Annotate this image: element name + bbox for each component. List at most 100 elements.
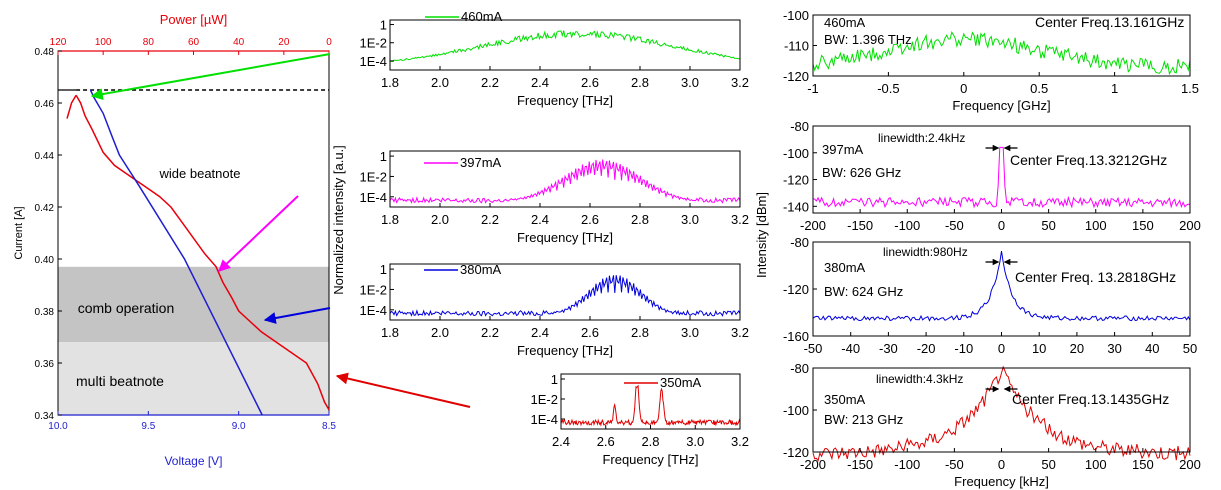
y-tick-label: 0.40: [35, 255, 55, 266]
arrow-magenta: [218, 195, 299, 272]
x-tick-label: 200: [1179, 218, 1201, 233]
panel-spec_350: 1 1E-2 1E-4 2.4 2.6 2.8 3.0 3.2 Frequency [THz] 3…: [531, 372, 750, 467]
beatnote-trace: [812, 146, 1191, 209]
spectrum-trace: [389, 275, 741, 317]
beatnote-y-axis-label: Intensity [dBm]: [754, 192, 769, 278]
x-tick-label: 20: [1070, 341, 1084, 356]
spectrum-frame: [389, 263, 741, 321]
legend-label: 460mA: [461, 9, 503, 24]
x-tick-label: 50: [1041, 457, 1055, 472]
x-tick-label: -0.5: [877, 81, 899, 96]
bandwidth-label: BW: 213 GHz: [824, 412, 903, 427]
voltage-tick-label: 9.0: [232, 421, 246, 432]
current-label: 460mA: [824, 15, 866, 30]
spectrum-trace: [389, 159, 741, 204]
x-tick-label: 50: [1183, 341, 1197, 356]
x-tick-label: 3.2: [731, 325, 749, 340]
x-tick-label: 2.6: [597, 434, 615, 449]
y-tick-label: -80: [790, 119, 809, 134]
y-tick-label: 0.34: [35, 411, 55, 422]
voltage-axis-label: Voltage [V]: [164, 454, 222, 468]
y-tick-label: -80: [790, 361, 809, 376]
power-tick-label: 0: [326, 37, 332, 48]
y-tick-label: 0.38: [35, 307, 55, 318]
band-multi: [58, 342, 329, 415]
power-tick-label: 20: [278, 37, 290, 48]
y-tick-label: -120: [783, 173, 809, 188]
x-tick-label: 2.4: [552, 434, 570, 449]
band-comb: [58, 266, 329, 343]
x-axis-label: Frequency [THz]: [517, 343, 613, 358]
beatnote-trace: [812, 31, 1191, 76]
x-tick-label: -50: [804, 341, 823, 356]
power-tick-label: 60: [188, 37, 200, 48]
x-tick-label: -100: [894, 457, 920, 472]
x-tick-label: 50: [1041, 218, 1055, 233]
x-tick-label: -40: [841, 341, 860, 356]
y-tick-label: -100: [783, 403, 809, 418]
x-tick-label: 2.6: [581, 75, 599, 90]
y-tick-label: 0.44: [35, 151, 55, 162]
x-tick-label: 1.8: [381, 212, 399, 227]
x-tick-label: 2.8: [631, 75, 649, 90]
x-tick-label: 3.0: [681, 212, 699, 227]
center-frequency-label: Center Freq.13.3212GHz: [1010, 152, 1167, 168]
x-tick-label: 2.4: [531, 75, 549, 90]
x-tick-label: 3.0: [681, 75, 699, 90]
y-tick-label: -140: [783, 199, 809, 214]
beatnote-frame: [812, 367, 1191, 453]
y-tick-label: -120: [783, 282, 809, 297]
annotation-wide-beatnote: wide beatnote: [159, 166, 241, 181]
y-tick-label: 1E-2: [360, 282, 387, 297]
x-tick-label: 0: [960, 81, 967, 96]
y-tick-label: 1: [551, 372, 558, 387]
panel-spec_460: 1 1E-2 1E-4 1.8 2.0 2.2 2.4 2.6 2.8 3.0 3.2 Frequen…: [360, 9, 750, 108]
x-tick-label: -20: [917, 341, 936, 356]
power-tick-label: 80: [143, 37, 155, 48]
spectrum-frame: [389, 19, 741, 71]
x-tick-label: 100: [1085, 457, 1107, 472]
x-tick-label: -1: [807, 81, 819, 96]
voltage-tick-label: 10.0: [48, 421, 68, 432]
panel-beat_397: -80 -100 -120 -140 -200 -150 -100 -50 0 50 100 150 2…: [783, 119, 1201, 233]
x-tick-label: -30: [879, 341, 898, 356]
x-tick-label: 0.5: [1030, 81, 1048, 96]
x-tick-label: 0: [998, 457, 1005, 472]
x-tick-label: 40: [1145, 341, 1159, 356]
power-tick-label: 120: [50, 37, 67, 48]
x-tick-label: 2.6: [581, 325, 599, 340]
panel-beat_350: -80 -100 -120-200 -150 -100 -50 0 50 100 150 200 Fr…: [783, 361, 1201, 489]
x-tick-label: 1.8: [381, 75, 399, 90]
bandwidth-label: BW: 624 GHz: [824, 284, 903, 299]
y-tick-label: 1E-4: [531, 412, 558, 427]
x-tick-label: 1.5: [1181, 81, 1199, 96]
y-tick-label: 1: [380, 149, 387, 164]
x-tick-label: -50: [945, 218, 964, 233]
x-tick-label: -150: [847, 457, 873, 472]
x-tick-label: 2.4: [531, 325, 549, 340]
linewidth-label: linewidth:2.4kHz: [878, 131, 965, 145]
y-tick-label: -160: [783, 329, 809, 344]
x-tick-label: 2.2: [481, 212, 499, 227]
legend-label: 350mA: [660, 375, 702, 390]
y-tick-label: 0.46: [35, 99, 55, 110]
power-tick-label: 100: [95, 37, 112, 48]
current-label: 380mA: [824, 260, 866, 275]
center-frequency-label: Center Freq.13.161GHz: [1035, 14, 1184, 30]
spectra-y-axis-label: Normalized intensity [a.u.]: [331, 145, 346, 295]
panel-spec_380: 1 1E-2 1E-4 1.8 2.0 2.2 2.4 2.6 2.8 3.0 3.2 Frequen…: [360, 262, 750, 358]
x-tick-label: 3.2: [731, 434, 749, 449]
panel-beat_460: -100 -110 -120-1 -0.5 0 0.5 1 1.5 Frequency [GHz…: [783, 8, 1199, 113]
x-tick-label: -50: [945, 457, 964, 472]
legend-label: 380mA: [460, 262, 502, 277]
x-tick-label: 200: [1179, 457, 1201, 472]
bandwidth-label: BW: 1.396 THz: [824, 32, 912, 47]
y-tick-label: -100: [783, 8, 809, 23]
center-frequency-label: Center Freq.13.1435GHz: [1012, 391, 1169, 407]
power-axis-label: Power [µW]: [160, 12, 227, 27]
x-tick-label: 2.6: [581, 212, 599, 227]
y-tick-label: -120: [783, 445, 809, 460]
power-curve: [75, 94, 330, 411]
current-label: 397mA: [822, 142, 864, 157]
